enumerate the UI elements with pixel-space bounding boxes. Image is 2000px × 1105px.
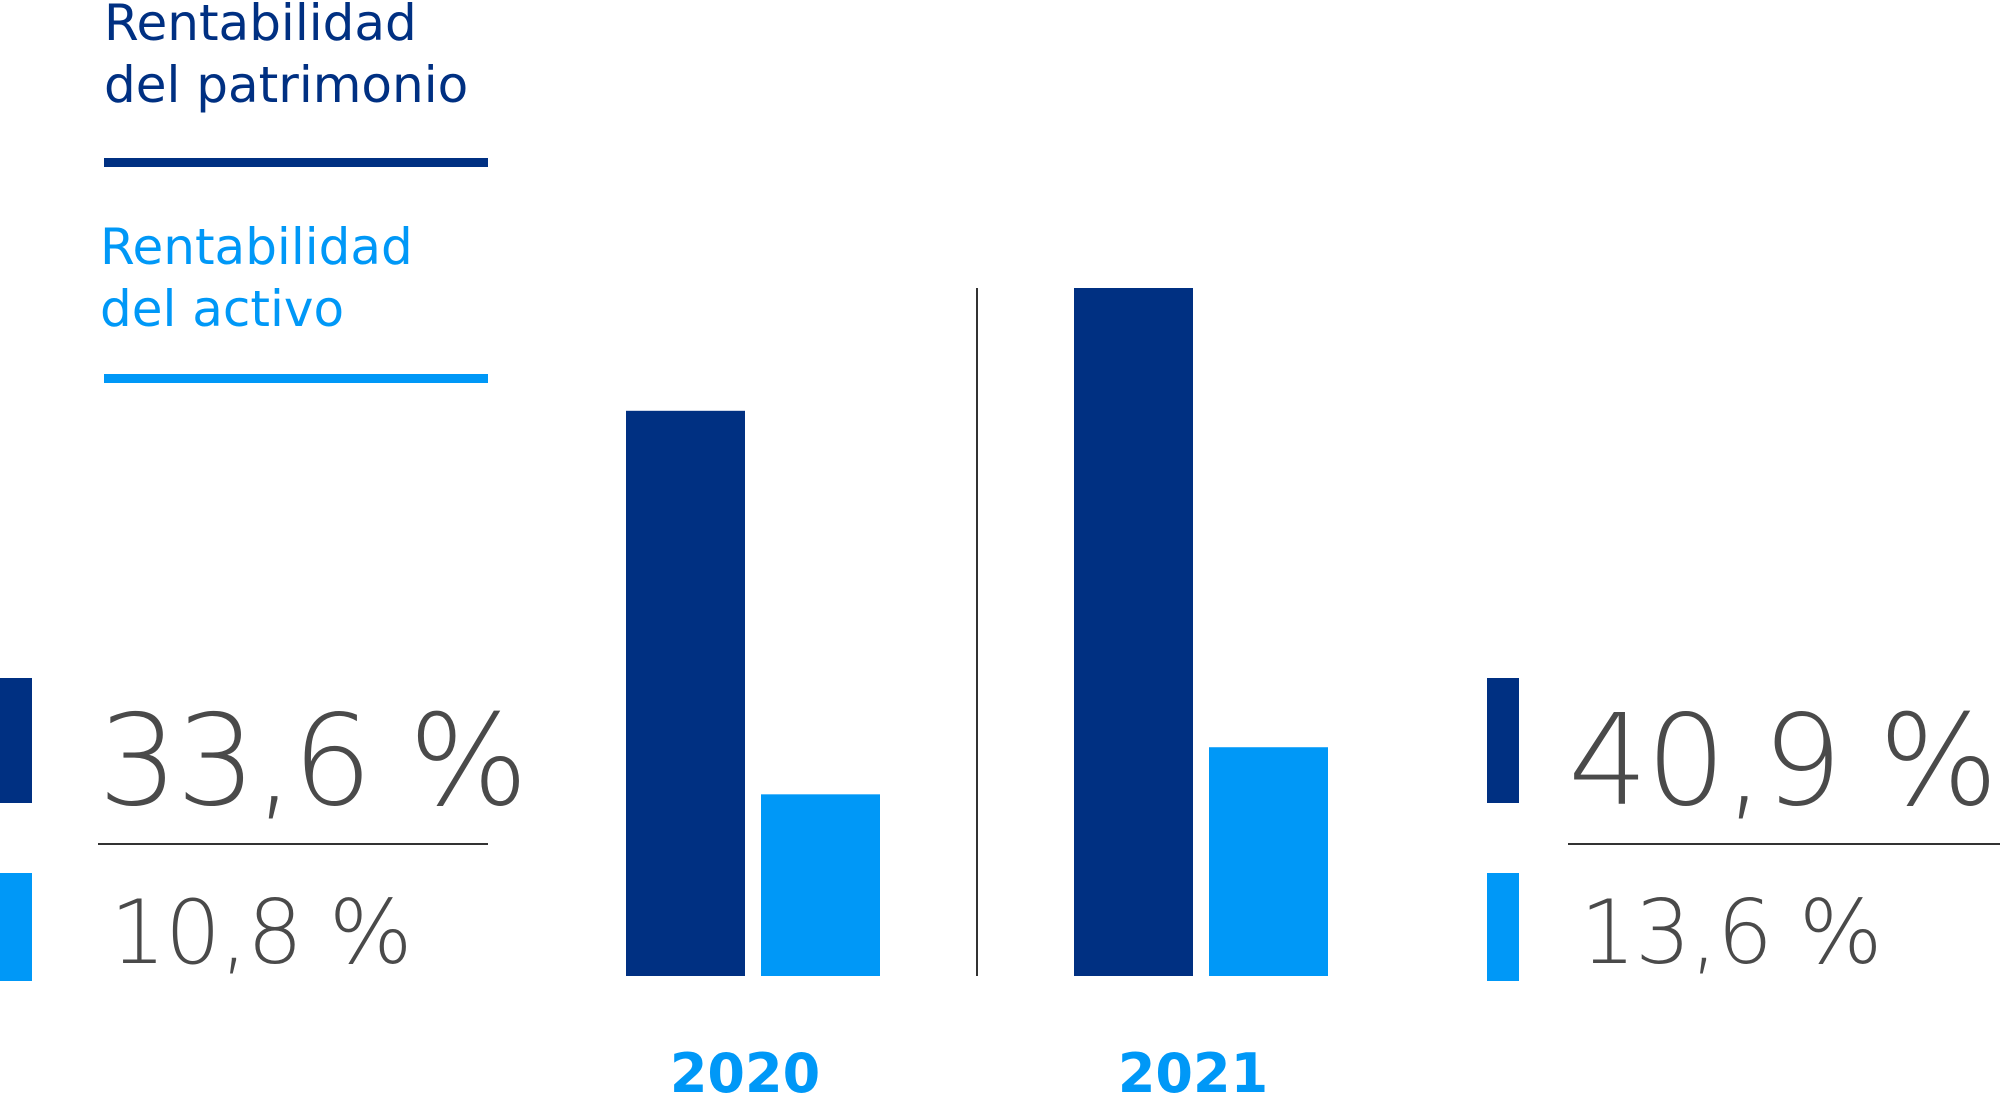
- value-2020-activo: 10,8 %: [110, 881, 413, 984]
- legend-line-patrimonio: [104, 158, 488, 167]
- summary-divider-2021: [1568, 843, 2000, 845]
- summary-divider-2020: [98, 843, 488, 845]
- value-2021-activo: 13,6 %: [1580, 881, 1883, 984]
- swatch-2020-activo: [0, 873, 32, 981]
- swatch-2020-patrimonio: [0, 678, 32, 803]
- bar-2021-activo: [1209, 747, 1328, 976]
- bar-2020-activo: [761, 794, 880, 976]
- legend-label-activo: Rentabilidad del activo: [100, 218, 413, 338]
- value-2020-patrimonio: 33,6 %: [98, 687, 528, 834]
- bar-2021-patrimonio: [1074, 288, 1193, 976]
- bar-2020-patrimonio: [626, 410, 745, 976]
- swatch-2021-patrimonio: [1487, 678, 1519, 803]
- legend-label-patrimonio: Rentabilidad del patrimonio: [104, 0, 469, 114]
- value-2021-patrimonio: 40,9 %: [1568, 687, 1998, 834]
- swatch-2021-activo: [1487, 873, 1519, 981]
- year-label-2021: 2021: [1117, 1042, 1269, 1105]
- legend-line-activo: [104, 374, 488, 383]
- year-label-2020: 2020: [669, 1042, 821, 1105]
